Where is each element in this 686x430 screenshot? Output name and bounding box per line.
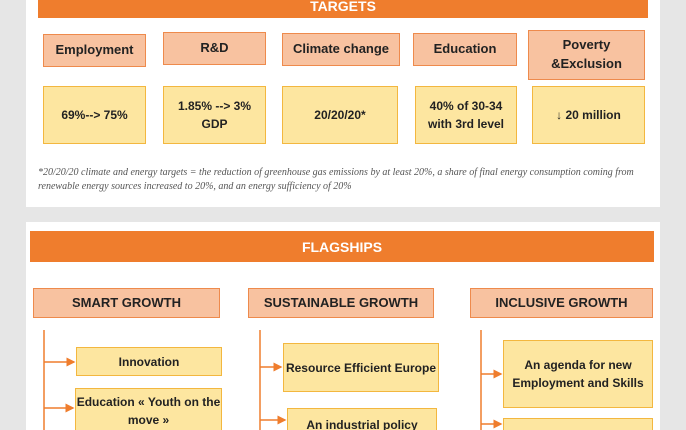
target-header: Employment bbox=[43, 34, 146, 67]
target-value: 1.85% --> 3% GDP bbox=[163, 86, 266, 144]
item-box: An industrial policy bbox=[287, 408, 437, 430]
column-header: SUSTAINABLE GROWTH bbox=[248, 288, 434, 318]
target-value: 20/20/20* bbox=[282, 86, 398, 144]
item-box: Innovation bbox=[76, 347, 222, 376]
item-box: Resource Efficient Europe bbox=[283, 343, 439, 392]
target-header: Climate change bbox=[282, 33, 400, 66]
item-box bbox=[503, 418, 653, 430]
target-header: Poverty &Exclusion bbox=[528, 30, 645, 80]
target-value: 69%--> 75% bbox=[43, 86, 146, 144]
target-header: R&D bbox=[163, 32, 266, 65]
target-value: ↓ 20 million bbox=[532, 86, 645, 144]
target-header: Education bbox=[413, 33, 517, 66]
item-box: Education « Youth on the move » bbox=[75, 388, 222, 430]
footnote: *20/20/20 climate and energy targets = t… bbox=[38, 167, 634, 192]
column-header: INCLUSIVE GROWTH bbox=[470, 288, 653, 318]
flagships-title: FLAGSHIPS bbox=[30, 231, 654, 262]
column-header: SMART GROWTH bbox=[33, 288, 220, 318]
item-box: An agenda for new Employment and Skills bbox=[503, 340, 653, 408]
targets-title: TARGETS bbox=[38, 0, 648, 18]
target-value: 40% of 30-34 with 3rd level bbox=[415, 86, 517, 144]
